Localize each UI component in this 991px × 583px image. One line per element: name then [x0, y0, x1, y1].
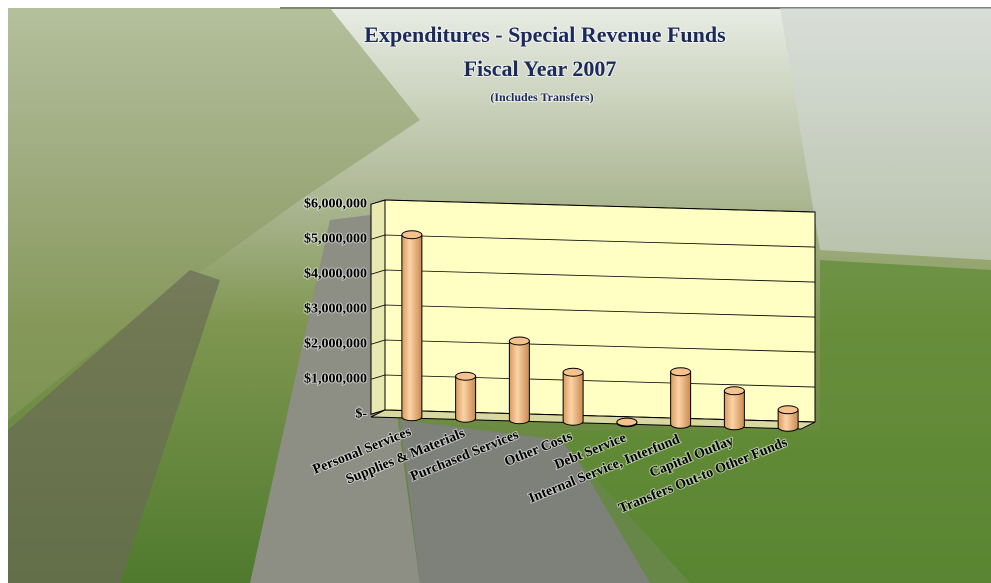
bar	[671, 372, 691, 429]
bar-cap	[671, 368, 691, 376]
bar	[402, 235, 422, 421]
chart-subtitle: Fiscal Year 2007	[464, 56, 617, 81]
plot-area: $- $1,000,000 $2,000,000 $3,000,000 $4,000,0…	[304, 196, 815, 516]
page: {"chart_data": {"type": "bar3d", "title"…	[0, 0, 991, 583]
bar	[456, 376, 476, 422]
bar-cap	[563, 368, 583, 376]
chart: Expenditures - Special Revenue Funds Fis…	[0, 0, 991, 583]
bar-cap	[778, 406, 798, 414]
bar-cap	[456, 372, 476, 380]
y-tick-label: $1,000,000	[304, 371, 367, 386]
y-tick-label: $6,000,000	[304, 196, 367, 211]
chart-title: Expenditures - Special Revenue Funds	[364, 22, 726, 47]
bar	[563, 372, 583, 425]
bar	[724, 391, 744, 430]
chart-note: (Includes Transfers)	[490, 90, 593, 104]
bar-cap	[509, 337, 529, 345]
bar-cap	[724, 387, 744, 395]
bar	[509, 341, 529, 424]
y-tick-label: $5,000,000	[304, 231, 367, 246]
bar-cap	[617, 418, 637, 426]
y-tick-label: $4,000,000	[304, 266, 367, 281]
y-tick-label: $3,000,000	[304, 301, 367, 316]
y-tick-label: $-	[355, 406, 367, 421]
bar-cap	[402, 231, 422, 239]
y-tick-label: $2,000,000	[304, 336, 367, 351]
